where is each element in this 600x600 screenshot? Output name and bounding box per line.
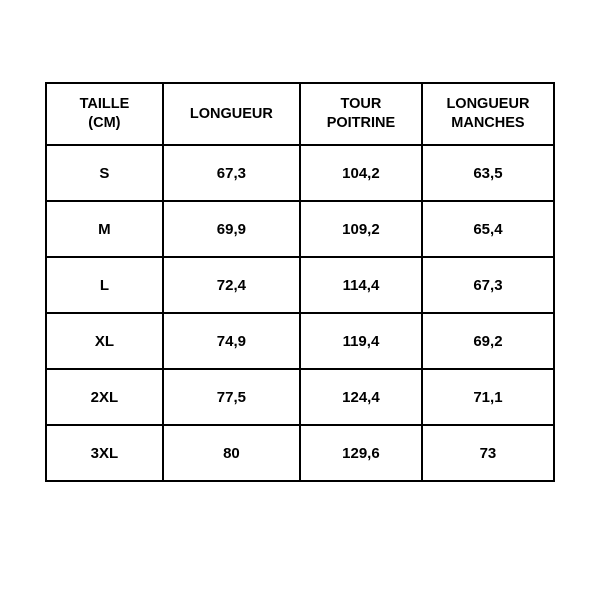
cell-chest: 129,6 [300, 425, 422, 481]
cell-length: 77,5 [163, 369, 300, 425]
table-row: 2XL 77,5 124,4 71,1 [46, 369, 554, 425]
table-row: M 69,9 109,2 65,4 [46, 201, 554, 257]
table-row: L 72,4 114,4 67,3 [46, 257, 554, 313]
header-tour-poitrine-label: TOURPOITRINE [327, 96, 395, 131]
header-taille-line1: TAILLE(CM) [80, 96, 130, 131]
header-tour-poitrine: TOURPOITRINE [300, 83, 422, 145]
table-row: XL 74,9 119,4 69,2 [46, 313, 554, 369]
header-longueur: LONGUEUR [163, 83, 300, 145]
cell-chest: 104,2 [300, 145, 422, 201]
cell-length: 69,9 [163, 201, 300, 257]
cell-length: 67,3 [163, 145, 300, 201]
cell-size: S [46, 145, 163, 201]
cell-sleeve: 73 [422, 425, 554, 481]
cell-sleeve: 67,3 [422, 257, 554, 313]
header-longueur-manches: LONGUEURMANCHES [422, 83, 554, 145]
size-chart-table: TAILLE(CM) LONGUEUR TOURPOITRINE LONGUEU… [45, 82, 555, 482]
cell-sleeve: 63,5 [422, 145, 554, 201]
cell-sleeve: 71,1 [422, 369, 554, 425]
cell-chest: 114,4 [300, 257, 422, 313]
header-longueur-label: LONGUEUR [190, 106, 273, 122]
cell-chest: 109,2 [300, 201, 422, 257]
header-taille: TAILLE(CM) [46, 83, 163, 145]
cell-size: 2XL [46, 369, 163, 425]
header-longueur-manches-label: LONGUEURMANCHES [446, 96, 529, 131]
cell-chest: 119,4 [300, 313, 422, 369]
cell-size: XL [46, 313, 163, 369]
cell-size: L [46, 257, 163, 313]
cell-length: 80 [163, 425, 300, 481]
cell-length: 74,9 [163, 313, 300, 369]
cell-size: M [46, 201, 163, 257]
table-row: S 67,3 104,2 63,5 [46, 145, 554, 201]
cell-chest: 124,4 [300, 369, 422, 425]
table-header-row: TAILLE(CM) LONGUEUR TOURPOITRINE LONGUEU… [46, 83, 554, 145]
cell-length: 72,4 [163, 257, 300, 313]
table-row: 3XL 80 129,6 73 [46, 425, 554, 481]
cell-size: 3XL [46, 425, 163, 481]
cell-sleeve: 65,4 [422, 201, 554, 257]
cell-sleeve: 69,2 [422, 313, 554, 369]
